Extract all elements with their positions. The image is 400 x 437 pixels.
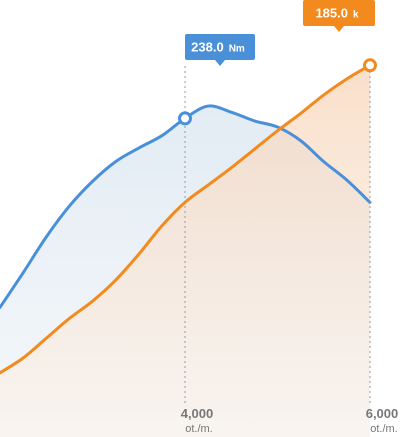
power-callout-box [303, 0, 375, 26]
x-tick-unit: ot./m. [185, 423, 213, 435]
power-peak-unit: k [353, 10, 359, 21]
peak-markers [178, 58, 377, 126]
x-tick-label: 6,000 [366, 406, 399, 421]
torque-callout-box [185, 34, 255, 60]
power-peak-marker [363, 58, 377, 73]
power-callout-text: 185.0 k [315, 6, 359, 21]
power-peak-value: 185.0 [315, 6, 348, 21]
torque-peak-marker [178, 111, 192, 126]
power-callout-pointer [334, 26, 344, 32]
torque-peak-callout: 238.0 Nm [185, 34, 255, 66]
torque-peak-value: 238.0 [191, 40, 224, 55]
x-axis-ticks: 4,000 ot./m. 6,000 ot./m. [181, 406, 399, 435]
power-peak-callout: 185.0 k [303, 0, 375, 32]
peak-callouts: 238.0 Nm 185.0 k [185, 0, 375, 66]
x-tick-unit: ot./m. [370, 423, 398, 435]
torque-callout-text: 238.0 Nm [191, 40, 245, 55]
torque-peak-unit: Nm [229, 44, 245, 55]
x-tick-label: 4,000 [181, 406, 214, 421]
torque-callout-pointer [215, 60, 225, 66]
